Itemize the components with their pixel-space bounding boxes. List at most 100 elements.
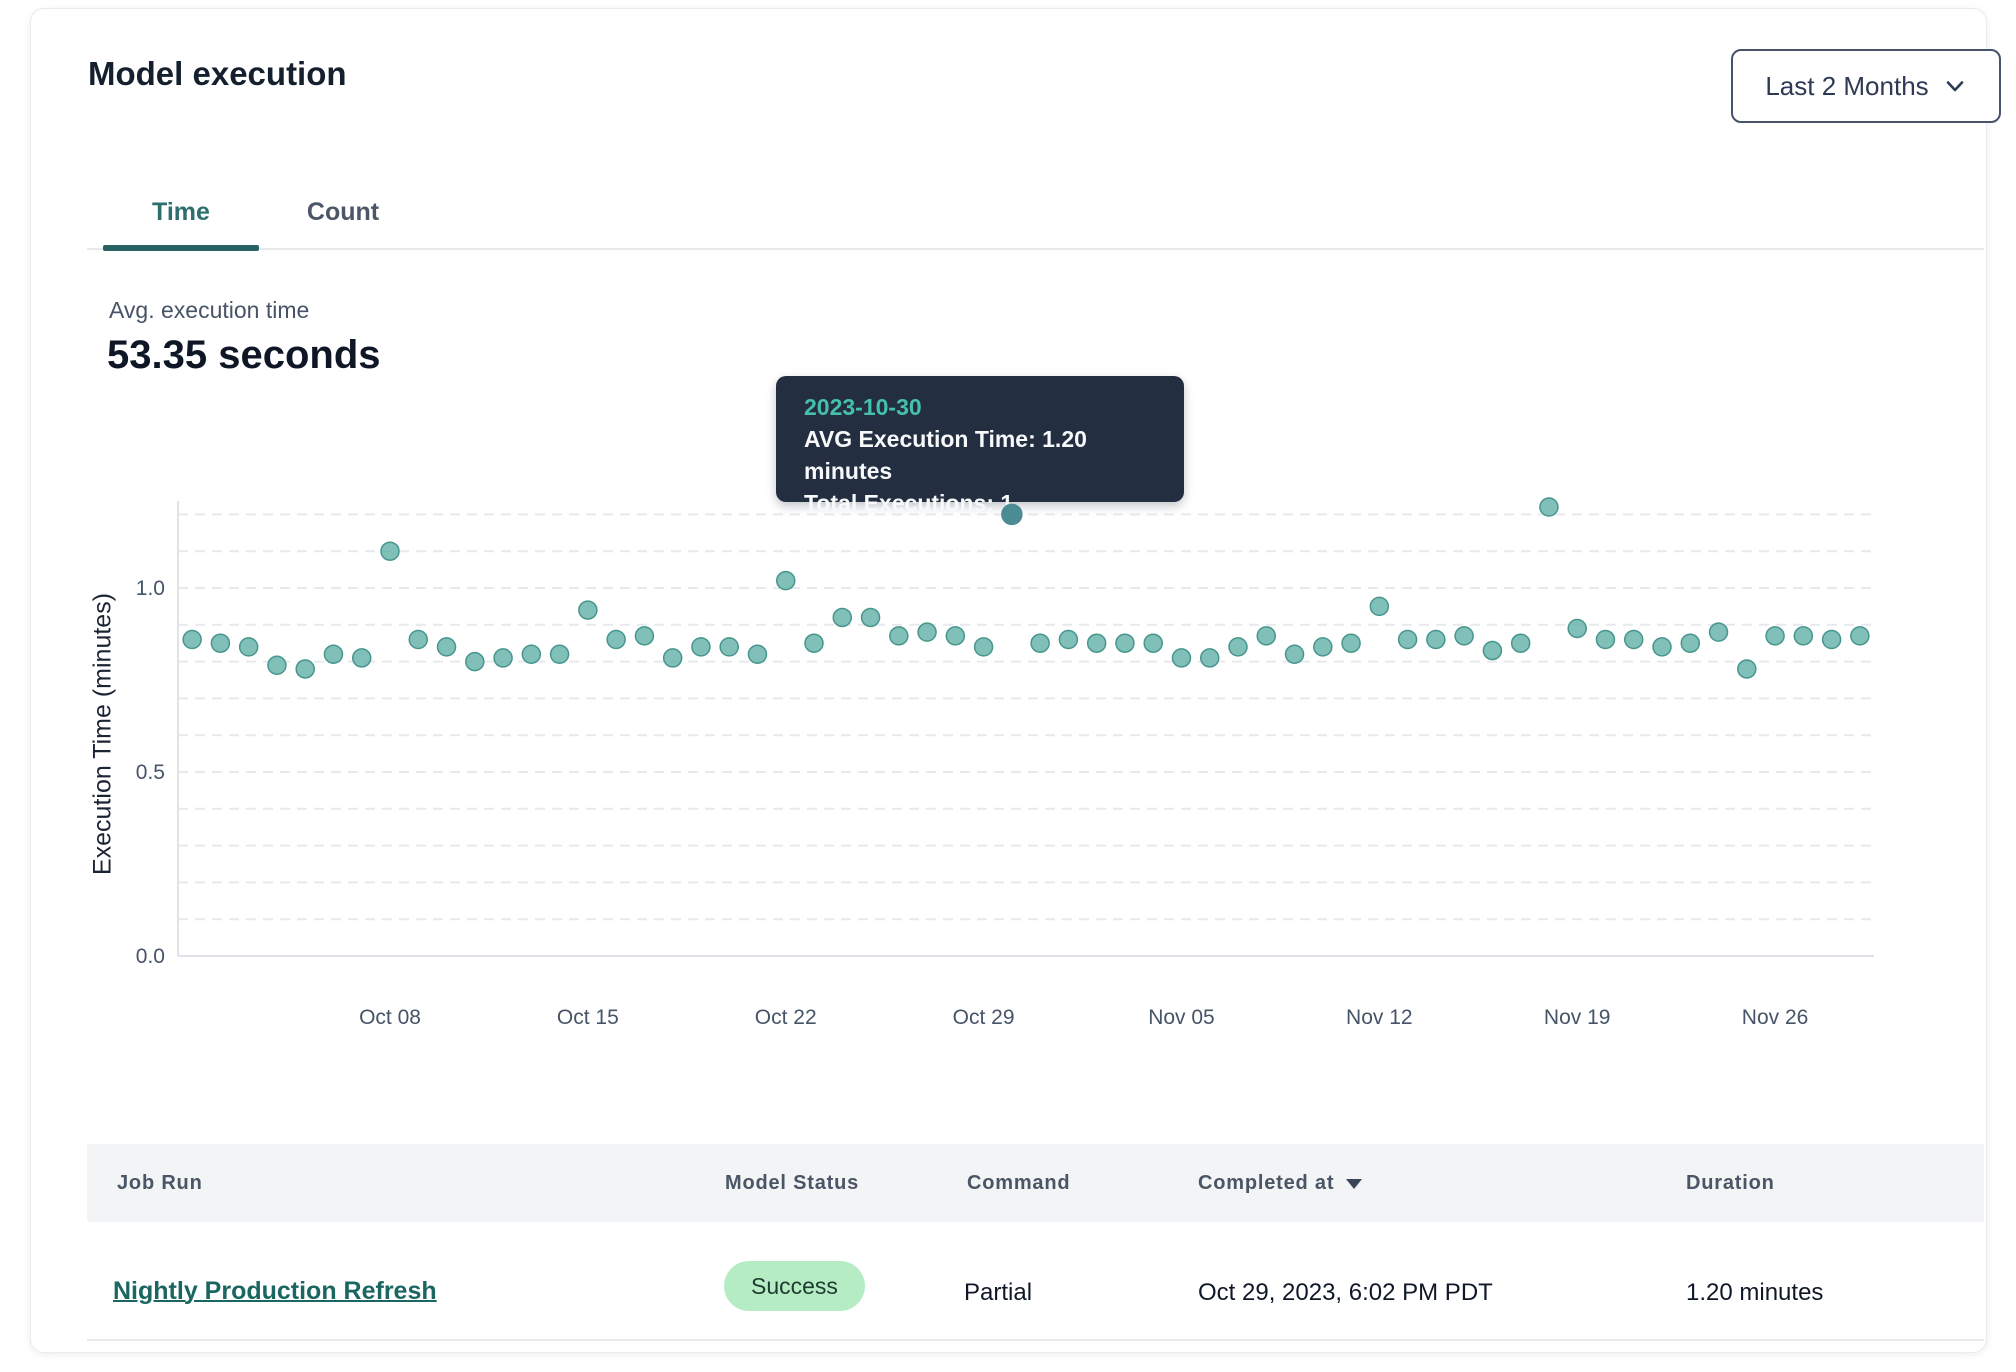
tooltip-date: 2023-10-30 <box>804 394 922 420</box>
data-point[interactable] <box>1058 629 1079 650</box>
data-point[interactable] <box>1454 626 1474 646</box>
table-header-row: Job Run Model Status Command Completed a… <box>87 1144 1984 1222</box>
data-point[interactable] <box>1623 629 1644 650</box>
data-point[interactable] <box>719 637 739 657</box>
x-tick-label: Nov 26 <box>1742 1006 1809 1029</box>
execution-time-scatter-chart: 0.0 0.5 1.0 Oct 08 Oct 15 Oct 22 Oct 29 Nov 05 N… <box>136 497 1874 1029</box>
chevron-down-icon <box>1946 81 1963 92</box>
data-point[interactable] <box>606 629 626 650</box>
data-point[interactable] <box>775 570 796 591</box>
data-point[interactable] <box>1397 629 1418 650</box>
x-tick-label: Nov 05 <box>1148 1006 1215 1029</box>
data-point[interactable] <box>408 629 429 650</box>
chart-tooltip: 2023-10-30 AVG Execution Time: 1.20 minu… <box>776 376 1184 516</box>
x-tick-label: Oct 08 <box>359 1006 421 1029</box>
data-point[interactable] <box>238 637 259 657</box>
data-point[interactable] <box>1737 659 1757 679</box>
completed-at-cell: Oct 29, 2023, 6:02 PM PDT <box>1198 1279 1493 1306</box>
data-point[interactable] <box>1793 626 1814 646</box>
tab-count[interactable]: Count <box>306 198 380 226</box>
x-tick-label: Oct 29 <box>953 1006 1015 1029</box>
data-point[interactable] <box>1595 629 1616 650</box>
header-job-run: Job Run <box>117 1172 203 1194</box>
data-point[interactable] <box>691 637 711 657</box>
data-point[interactable] <box>380 541 400 561</box>
data-point[interactable] <box>747 644 768 664</box>
date-range-dropdown[interactable]: Last 2 Months <box>1731 49 2001 123</box>
data-point[interactable] <box>1821 629 1842 650</box>
data-point[interactable] <box>1510 633 1531 653</box>
job-run-link[interactable]: Nightly Production Refresh <box>113 1277 437 1305</box>
data-point[interactable] <box>436 637 457 657</box>
data-point[interactable] <box>182 629 202 650</box>
row-divider <box>87 1339 1984 1341</box>
data-point[interactable] <box>267 655 287 676</box>
stat-label: Avg. execution time <box>109 297 310 323</box>
data-point[interactable] <box>1567 618 1587 639</box>
data-point[interactable] <box>351 648 372 668</box>
header-command: Command <box>967 1172 1071 1194</box>
tooltip-avg-execution-time: AVG Execution Time: 1.20 minutes <box>804 426 1087 484</box>
data-point[interactable] <box>493 648 513 668</box>
data-point[interactable] <box>917 622 937 642</box>
data-point[interactable] <box>860 607 881 628</box>
data-point[interactable] <box>1341 633 1361 653</box>
data-point[interactable] <box>1256 626 1277 646</box>
active-tab-indicator <box>103 245 259 251</box>
data-point[interactable] <box>1850 626 1870 646</box>
data-point[interactable] <box>465 651 485 672</box>
x-tick-label: Nov 12 <box>1346 1006 1413 1029</box>
data-point[interactable] <box>1199 648 1220 668</box>
data-point[interactable] <box>1680 633 1701 653</box>
data-point[interactable] <box>295 659 315 679</box>
header-completed-at[interactable]: Completed at <box>1198 1144 1363 1222</box>
data-point[interactable] <box>1369 596 1390 617</box>
tab-time[interactable]: Time <box>152 198 210 226</box>
page-title: Model execution <box>88 55 347 92</box>
data-point[interactable] <box>1086 633 1107 653</box>
data-point[interactable] <box>804 633 824 653</box>
model-status-badge: Success <box>724 1261 865 1311</box>
data-point[interactable] <box>1030 633 1050 653</box>
data-point[interactable] <box>323 644 344 664</box>
x-tick-label: Nov 19 <box>1544 1006 1611 1029</box>
x-tick-label: Oct 22 <box>755 1006 817 1029</box>
y-tick-label: 0.0 <box>136 945 165 968</box>
data-point[interactable] <box>1539 497 1559 517</box>
data-point[interactable] <box>662 648 683 668</box>
data-point[interactable] <box>1708 622 1729 642</box>
header-duration: Duration <box>1686 1172 1775 1194</box>
data-point[interactable] <box>1313 637 1333 657</box>
y-tick-label: 1.0 <box>136 577 165 600</box>
command-cell: Partial <box>964 1279 1033 1306</box>
data-point[interactable] <box>1284 644 1305 664</box>
y-axis-title: Execution Time (minutes) <box>88 592 117 876</box>
header-model-status: Model Status <box>725 1172 860 1194</box>
data-point[interactable] <box>1765 626 1785 646</box>
data-point[interactable] <box>1652 637 1672 657</box>
data-point[interactable] <box>634 626 655 646</box>
data-point[interactable] <box>1482 640 1503 661</box>
data-point[interactable] <box>1171 648 1192 668</box>
data-point[interactable] <box>1426 629 1446 650</box>
model-execution-card: Model execution Last 2 Months Time Count… <box>30 8 2001 1353</box>
data-point[interactable] <box>1115 633 1135 653</box>
stat-value: 53.35 seconds <box>107 333 381 377</box>
data-point[interactable] <box>973 637 994 657</box>
duration-cell: 1.20 minutes <box>1686 1279 1824 1306</box>
header-completed-at-label: Completed at <box>1198 1172 1335 1194</box>
y-tick-label: 0.5 <box>136 761 165 784</box>
data-point[interactable] <box>1228 637 1248 657</box>
tabbar-divider <box>87 248 1984 250</box>
data-point[interactable] <box>521 644 542 664</box>
sort-descending-icon <box>1346 1179 1363 1189</box>
data-point[interactable] <box>578 600 598 620</box>
data-point[interactable] <box>210 633 231 653</box>
tooltip-total-executions: Total Executions: 1 <box>804 490 1014 516</box>
data-point-highlighted[interactable] <box>1001 503 1023 526</box>
data-point[interactable] <box>832 607 853 628</box>
data-point[interactable] <box>889 626 909 646</box>
data-point[interactable] <box>549 644 570 664</box>
data-point[interactable] <box>1143 633 1163 653</box>
data-point[interactable] <box>945 626 966 646</box>
